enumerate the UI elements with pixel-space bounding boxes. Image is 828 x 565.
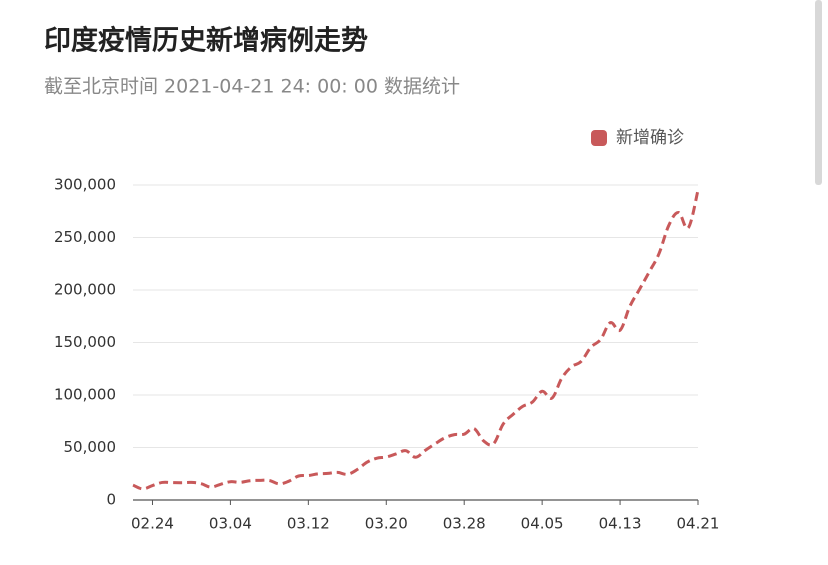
chart-subtitle: 截至北京时间 2021-04-21 24: 00: 00 数据统计 bbox=[44, 76, 460, 98]
scrollbar bbox=[815, 0, 822, 185]
y-tick-label: 50,000 bbox=[64, 438, 117, 456]
y-tick-label: 0 bbox=[106, 491, 116, 509]
y-tick-label: 300,000 bbox=[54, 176, 116, 194]
legend-label: 新增确诊 bbox=[616, 128, 684, 148]
legend-swatch bbox=[591, 130, 607, 146]
x-tick-label: 04.13 bbox=[599, 515, 642, 533]
y-tick-label: 150,000 bbox=[54, 333, 116, 351]
y-tick-label: 100,000 bbox=[54, 386, 116, 404]
x-tick-label: 03.28 bbox=[443, 515, 486, 533]
x-tick-label: 03.12 bbox=[287, 515, 330, 533]
y-tick-label: 250,000 bbox=[54, 228, 116, 246]
y-tick-label: 200,000 bbox=[54, 281, 116, 299]
x-tick-label: 04.21 bbox=[677, 515, 720, 533]
x-tick-label: 03.04 bbox=[209, 515, 252, 533]
x-tick-label: 04.05 bbox=[521, 515, 564, 533]
chart-title: 印度疫情历史新增病例走势 bbox=[44, 25, 368, 57]
x-tick-label: 03.20 bbox=[365, 515, 408, 533]
x-tick-label: 02.24 bbox=[131, 515, 174, 533]
line bbox=[132, 189, 700, 491]
